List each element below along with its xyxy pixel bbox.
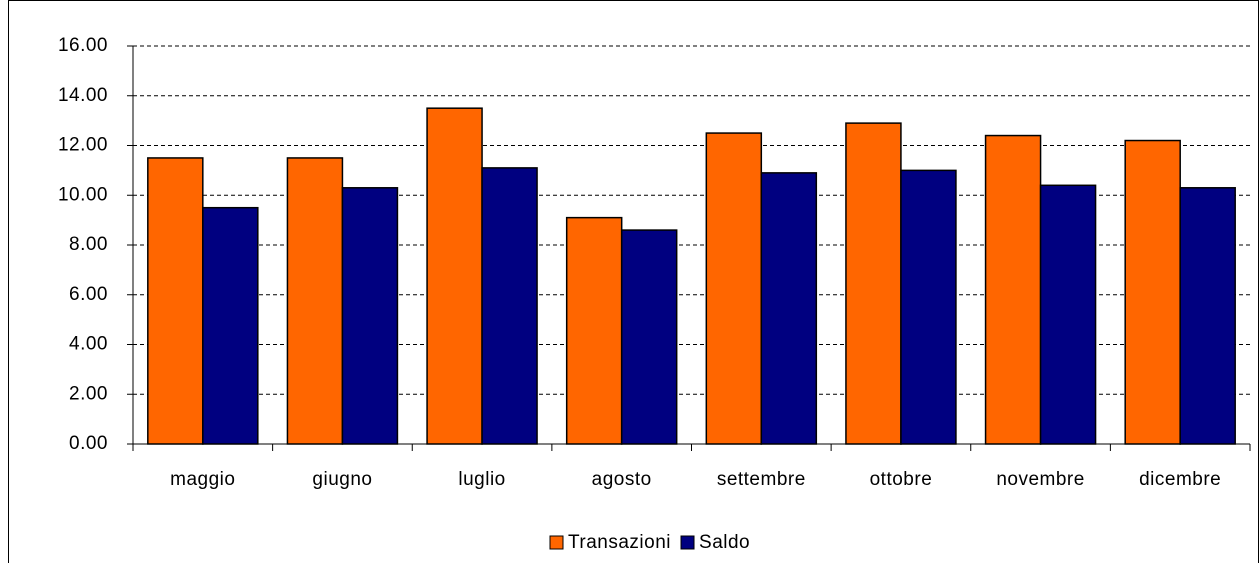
x-tick-label: dicembre [1139,469,1221,490]
bar [426,107,483,445]
bar [620,229,678,445]
bar [565,216,623,445]
bar [286,157,344,445]
y-tick-label: 4.00 [69,334,108,355]
y-tick-label: 12.00 [58,135,108,156]
bar [1039,184,1097,445]
x-tick-label: maggio [170,469,235,490]
x-tick-label: giugno [312,469,372,490]
bar [481,167,538,445]
x-tick-label: agosto [592,469,652,490]
x-tick-label: luglio [458,469,505,490]
bar [705,132,763,445]
bar [900,169,957,445]
bar [1124,139,1181,445]
bar [845,122,902,445]
legend-swatch [680,535,695,550]
y-tick-label: 2.00 [69,383,108,404]
y-tick-label: 16.00 [58,35,108,56]
y-tick-label: 14.00 [58,85,108,106]
bar [984,134,1042,445]
y-tick-label: 10.00 [58,184,108,205]
bar [1179,187,1236,445]
bar [341,187,399,445]
bar [760,172,818,445]
chart-border [8,0,1259,563]
y-tick-label: 6.00 [69,284,108,305]
legend-label: Transazioni [568,532,671,553]
legend-swatch [549,535,564,550]
y-tick-label: 0.00 [69,433,108,454]
bar [202,206,259,445]
y-tick-label: 8.00 [69,234,108,255]
x-tick-label: settembre [717,469,806,490]
x-tick-label: ottobre [870,469,933,490]
legend-label: Saldo [699,532,750,553]
bar [147,157,204,445]
x-tick-label: novembre [996,469,1085,490]
